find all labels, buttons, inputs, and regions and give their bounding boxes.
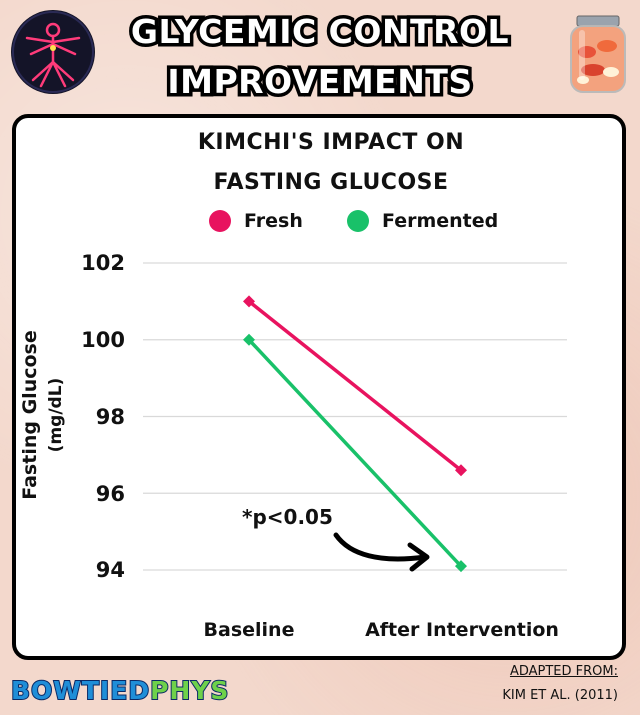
source-label: ADAPTED FROM: (509, 664, 618, 679)
x-tick-label-baseline: Baseline (203, 619, 295, 641)
legend-marker-fermented (347, 210, 369, 232)
source-citation: KIM ET AL. (2011) (502, 688, 618, 703)
y-tick-label: 94 (95, 558, 125, 582)
data-point-fresh (243, 295, 255, 308)
vitruvian-body-icon (11, 10, 95, 94)
legend-marker-fresh (209, 210, 231, 232)
annotation-arrow-icon (333, 532, 430, 572)
brand-logo-part-1: BOWTIED (10, 675, 151, 706)
series-line-fresh (247, 300, 463, 472)
data-point-fermented (455, 560, 467, 573)
data-point-fermented (243, 333, 255, 346)
y-tick-label: 102 (81, 251, 125, 275)
x-tick-label-after-intervention: After Intervention (365, 619, 559, 641)
y-tick-label: 100 (81, 328, 125, 352)
series-line-fermented (247, 338, 463, 568)
legend-label-fermented: Fermented (382, 210, 499, 232)
page-title-line-1: GLYCEMIC CONTROL (127, 9, 512, 55)
brand-logo-part-2: PHYS (149, 675, 230, 706)
kimchi-jar-icon (563, 12, 633, 96)
y-tick-label: 98 (95, 405, 125, 429)
page-title-line-2: IMPROVEMENTS (164, 59, 476, 105)
chart-title-line-2: FASTING GLUCOSE (213, 170, 449, 195)
significance-annotation: *p<0.05 (242, 505, 333, 529)
y-tick-label: 96 (95, 482, 125, 506)
chart-panel: KIMCHI'S IMPACT ON FASTING GLUCOSE Fresh… (12, 114, 626, 660)
legend-label-fresh: Fresh (244, 210, 303, 232)
data-point-fresh (455, 464, 467, 477)
chart-title-line-1: KIMCHI'S IMPACT ON (197, 130, 465, 155)
brand-logo: BOWTIEDPHYS (10, 675, 230, 706)
